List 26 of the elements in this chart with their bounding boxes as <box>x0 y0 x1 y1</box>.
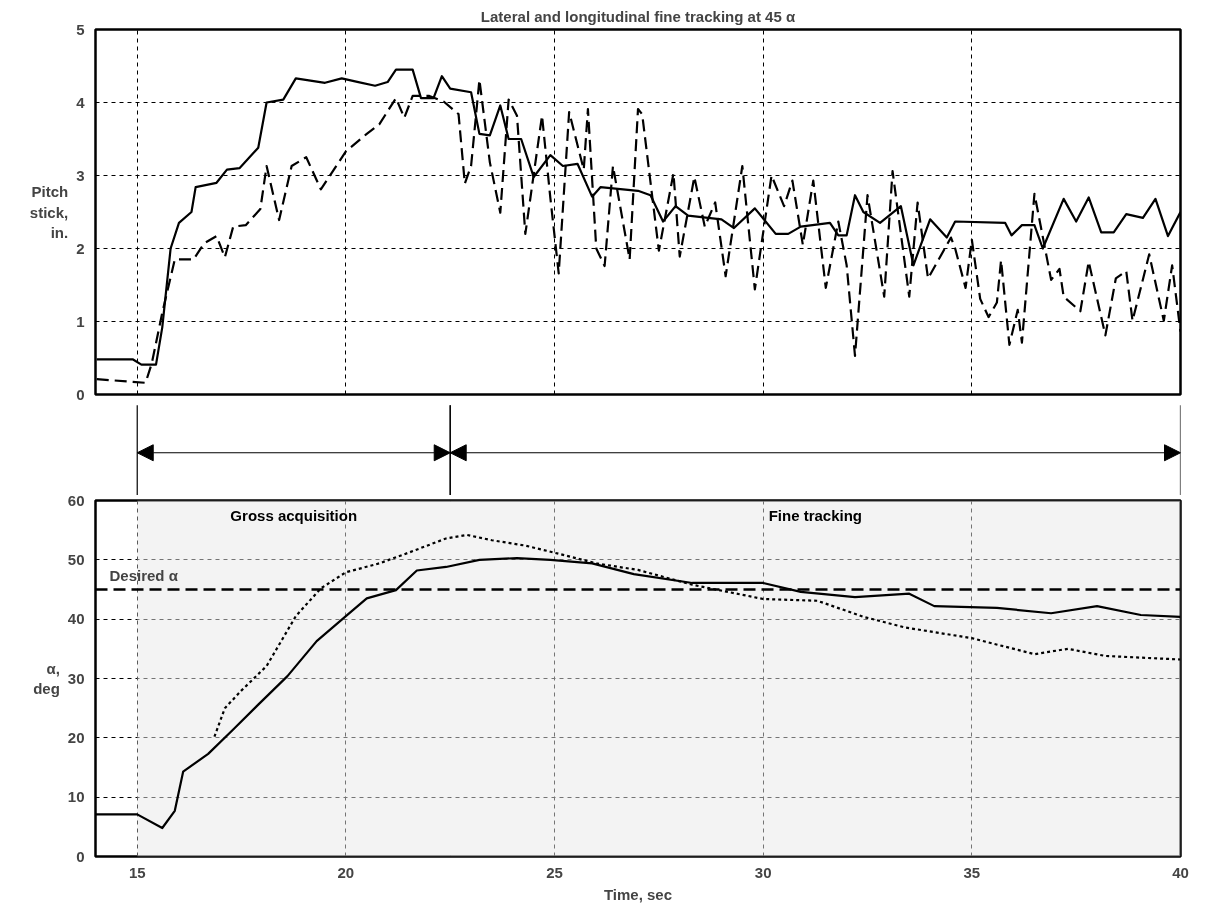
band-label: Gross acquisition <box>230 506 358 524</box>
x-tick-label: 35 <box>963 863 981 881</box>
y-tick-label: 40 <box>67 610 85 628</box>
x-tick-label: 20 <box>337 863 355 881</box>
y-tick-label: 1 <box>76 312 85 330</box>
y-tick-label: 4 <box>76 93 86 111</box>
y-tick-label: 10 <box>67 788 85 806</box>
y-tick-label: 20 <box>67 728 85 746</box>
y-axis-title: α, deg <box>33 659 60 698</box>
y-tick-label: 0 <box>76 385 85 403</box>
y-tick-label: 50 <box>67 550 85 568</box>
x-tick-label: 40 <box>1172 863 1189 881</box>
y-axis-title: Pitch stick, in. <box>29 183 69 241</box>
ref-line-label: Desired α <box>109 566 179 584</box>
y-tick-label: 60 <box>67 491 85 509</box>
x-tick-label: 25 <box>546 863 563 881</box>
x-tick-label: 15 <box>128 863 146 881</box>
band-label: Fine tracking <box>768 506 863 524</box>
y-tick-label: 5 <box>76 20 85 38</box>
chart-title: Lateral and longitudinal fine tracking at 45 α <box>480 7 796 25</box>
y-tick-label: 30 <box>67 669 85 687</box>
x-axis-title: Time, sec <box>603 885 673 903</box>
y-tick-label: 2 <box>76 239 85 257</box>
y-tick-label: 3 <box>76 166 85 184</box>
y-tick-label: 0 <box>76 847 85 865</box>
x-tick-label: 30 <box>754 863 772 881</box>
